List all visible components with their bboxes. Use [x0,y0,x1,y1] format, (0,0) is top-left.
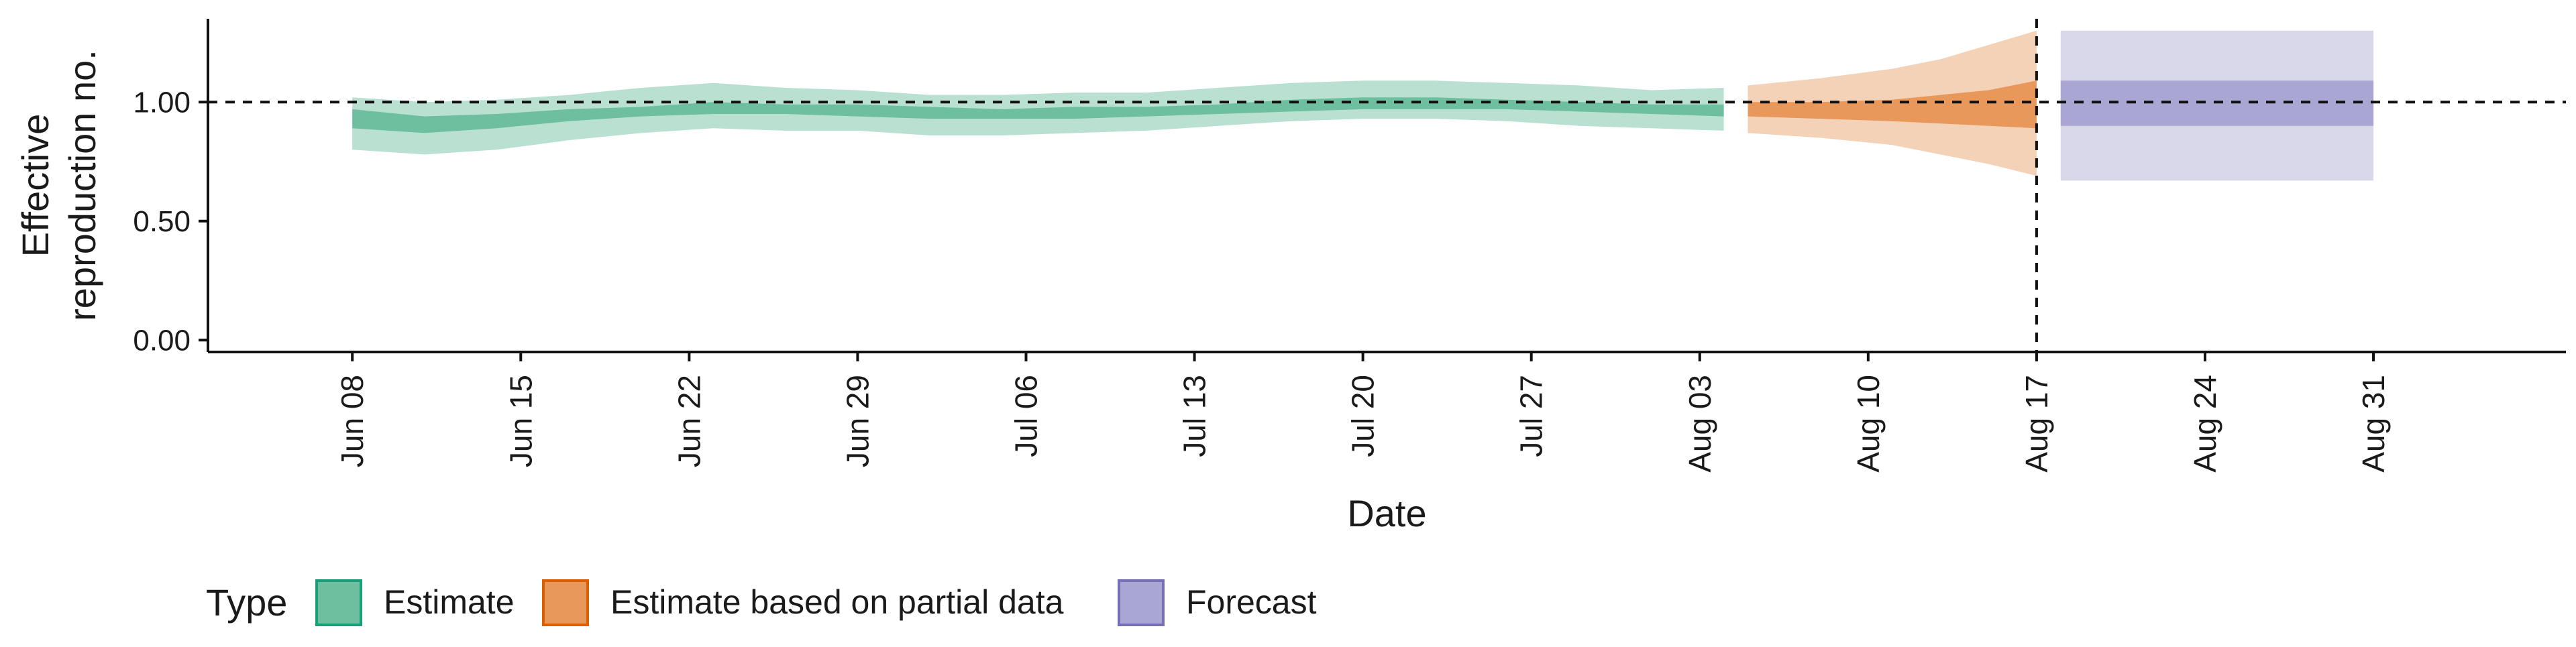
y-axis-title-line-2: reproduction no. [61,50,103,321]
series-3-ribbons [2060,30,2374,181]
legend-swatch [1118,579,1165,626]
reference-lines [208,19,2566,352]
x-tick-label: Jun 15 [503,375,538,467]
series-1-ribbons [352,80,1724,155]
series-1-inner-band [352,97,1724,133]
x-tick-label: Jun 29 [840,375,875,467]
x-tick-label: Aug 10 [1851,375,1886,473]
series-2-inner-band [1748,80,2037,129]
ribbon-layer [352,30,2374,181]
x-axis-title: Date [1347,492,1426,534]
x-tick-label: Jun 22 [672,375,706,467]
series-2-ribbons [1748,30,2037,176]
y-tick-label: 1.00 [133,86,191,119]
legend-label: Estimate [384,583,515,621]
x-tick-label: Jun 08 [335,375,370,467]
legend-item-1: Estimate [315,579,515,626]
legend-label: Estimate based on partial data [610,583,1064,621]
x-tick-label: Jul 13 [1177,375,1212,457]
legend: Type Estimate Estimate based on partial da… [206,579,1317,626]
y-axis-title-line-1: Effective [14,114,56,257]
x-tick-label: Jul 27 [1514,375,1549,457]
legend-title: Type [206,581,287,624]
x-tick-label: Aug 24 [2188,375,2222,473]
x-tick-label: Aug 31 [2356,375,2391,473]
x-tick-label: Jul 06 [1008,375,1043,457]
x-tick-label: Jul 20 [1346,375,1381,457]
axes-layer: 0.00 0.50 1.00 Jun 08 Jun 15 Jun 22 Jun 29 Jul … [14,19,2566,534]
legend-item-3: Forecast [1118,579,1317,626]
legend-swatch [315,579,362,626]
legend-item-2: Estimate based on partial data [542,579,1064,626]
x-tick-label: Aug 03 [1682,375,1717,473]
legend-swatch [542,579,589,626]
y-tick-label: 0.50 [133,205,191,238]
legend-label: Forecast [1186,583,1317,621]
y-tick-label: 0.00 [133,324,191,357]
x-tick-label: Aug 17 [2019,375,2054,473]
